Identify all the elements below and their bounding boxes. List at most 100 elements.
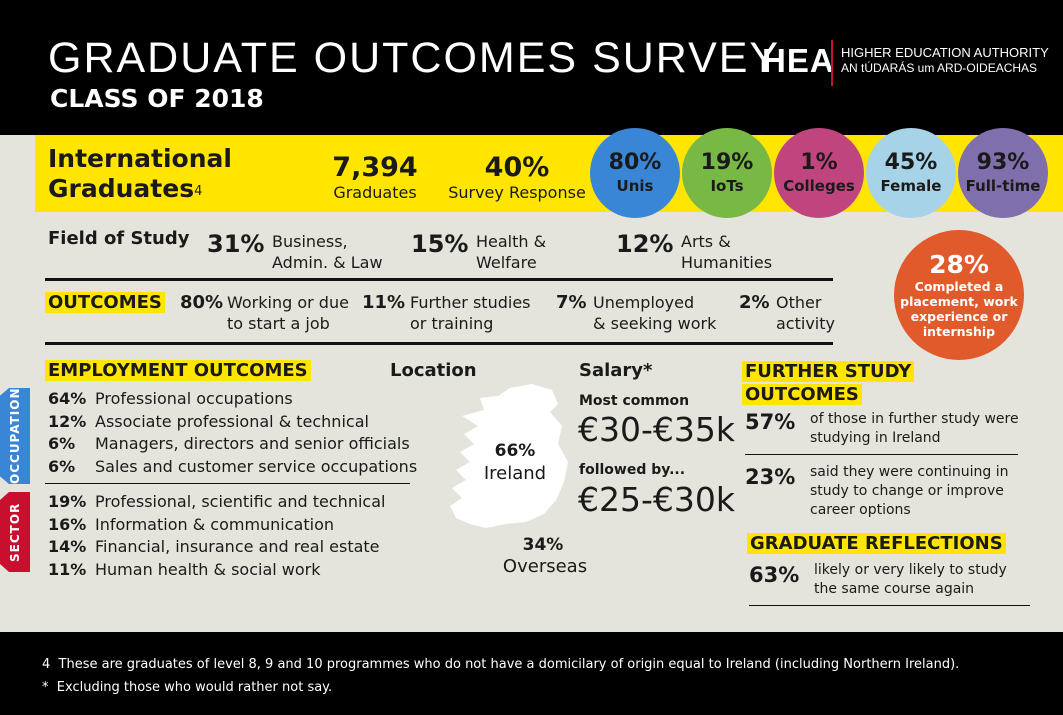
further-pct: 57% xyxy=(745,410,796,434)
response-value: 40% xyxy=(484,152,550,183)
intl-graduates-title: International Graduates4 xyxy=(48,144,268,209)
outcome-line: Further studies xyxy=(410,293,531,312)
occupation-row: 12% Associate professional & technical xyxy=(48,411,417,434)
row-pct: 16% xyxy=(48,514,87,534)
row-pct: 6% xyxy=(48,456,76,476)
location-heading: Location xyxy=(390,360,477,381)
overseas-label: Overseas xyxy=(502,556,588,577)
occupation-row: 6% Sales and customer service occupations xyxy=(48,456,417,479)
row-pct: 6% xyxy=(48,434,76,453)
row-pct: 11% xyxy=(48,559,87,579)
circle-colleges: 1% Colleges xyxy=(774,128,864,218)
further-study-heading: FURTHER STUDY OUTCOMES xyxy=(742,360,915,406)
placement-line: placement, work xyxy=(900,294,1018,309)
salary-followed-value: €25-€30k xyxy=(578,480,735,519)
sector-list: 19% Professional, scientific and technica… xyxy=(48,491,385,581)
divider xyxy=(45,483,410,484)
occupation-row: 6% Managers, directors and senior officia… xyxy=(48,433,417,456)
row-label: Sales and customer service occupations xyxy=(95,456,418,476)
fos-line: Business, xyxy=(272,232,348,251)
row-pct: 19% xyxy=(48,492,87,511)
footnote-text: These are graduates of level 8, 9 and 10… xyxy=(58,657,960,672)
circle-label: Full-time xyxy=(965,177,1041,195)
further-heading-line: FURTHER STUDY xyxy=(742,361,915,382)
fos-desc: Health & Welfare xyxy=(476,231,546,273)
sector-row: 16% Information & communication xyxy=(48,514,385,537)
footnote-text: Excluding those who would rather not say… xyxy=(56,680,333,695)
further-line: study to change or improve xyxy=(810,483,1004,499)
employment-heading-text: EMPLOYMENT OUTCOMES xyxy=(45,360,311,381)
outcomes-heading: OUTCOMES xyxy=(45,292,165,313)
further-line: said they were continuing in xyxy=(810,464,1009,480)
outcome-desc: Further studies or training xyxy=(410,292,531,334)
fos-desc: Business, Admin. & Law xyxy=(272,231,383,273)
ireland-map-icon xyxy=(450,384,568,528)
outcome-desc: Unemployed & seeking work xyxy=(593,292,716,334)
outcome-pct: 11% xyxy=(362,292,406,313)
row-label: Associate professional & technical xyxy=(95,411,369,431)
outcome-desc: Working or due to start a job xyxy=(227,292,349,334)
occupation-list: 64% Professional occupations 12% Associate… xyxy=(48,388,417,478)
row-label: Professional, scientific and technical xyxy=(95,492,386,511)
circle-label: Colleges xyxy=(783,177,855,195)
divider xyxy=(745,454,1018,455)
further-heading-line: OUTCOMES xyxy=(742,384,862,405)
circle-iots: 19% IoTs xyxy=(682,128,772,218)
footnote-4: 4 These are graduates of level 8, 9 and … xyxy=(42,657,959,672)
footnote-marker: 4 xyxy=(42,657,51,672)
ireland-pct: 66% xyxy=(494,441,536,461)
row-pct: 64% xyxy=(48,389,87,408)
circle-label: Unis xyxy=(616,177,654,195)
salary-followed-label: followed by... xyxy=(579,462,686,478)
outcome-pct: 7% xyxy=(556,292,587,313)
row-label: Information & communication xyxy=(95,514,334,534)
ireland-shape xyxy=(450,384,568,528)
fos-line: Humanities xyxy=(681,253,773,272)
outcomes-heading-text: OUTCOMES xyxy=(45,292,165,313)
logo-divider xyxy=(831,40,833,86)
reflections-line: the same course again xyxy=(814,581,975,597)
circle-label: Female xyxy=(880,177,942,195)
further-desc: said they were continuing in study to ch… xyxy=(810,463,1009,520)
outcome-line: Unemployed xyxy=(593,293,695,312)
footnote-ref: 4 xyxy=(194,184,203,199)
occupation-row: 64% Professional occupations xyxy=(48,388,417,411)
hea-logo: HEA xyxy=(762,42,835,79)
sector-row: 14% Financial, insurance and real estate xyxy=(48,536,385,559)
further-pct: 23% xyxy=(745,465,796,489)
reflections-heading: GRADUATE REFLECTIONS xyxy=(747,533,1006,554)
footnote-star: * Excluding those who would rather not s… xyxy=(42,680,332,695)
fos-pct: 12% xyxy=(616,230,674,258)
outcome-pct: 80% xyxy=(180,292,224,313)
sector-tag: SECTOR xyxy=(0,492,30,572)
graduates-value: 7,394 xyxy=(332,152,418,183)
response-stat: 40% Survey Response xyxy=(446,152,588,202)
org-name: HIGHER EDUCATION AUTHORITY xyxy=(841,45,1049,60)
fos-pct: 15% xyxy=(411,230,469,258)
overseas-pct: 34% xyxy=(522,535,564,555)
field-of-study-heading: Field of Study xyxy=(48,228,190,249)
row-label: Managers, directors and senior officials xyxy=(95,434,410,453)
reflections-desc: likely or very likely to study the same … xyxy=(814,561,1007,599)
divider xyxy=(45,342,833,345)
row-label: Financial, insurance and real estate xyxy=(95,537,380,556)
outcome-line: to start a job xyxy=(227,314,330,333)
sector-row: 11% Human health & social work xyxy=(48,559,385,582)
reflections-pct: 63% xyxy=(749,563,800,587)
outcome-line: activity xyxy=(776,314,835,333)
row-label: Human health & social work xyxy=(95,559,321,579)
circle-full-time: 93% Full-time xyxy=(958,128,1048,218)
circle-pct: 19% xyxy=(700,150,754,175)
footnote-marker: * xyxy=(42,680,49,695)
circle-female: 45% Female xyxy=(866,128,956,218)
placement-circle: 28% Completed a placement, work experien… xyxy=(894,230,1024,360)
placement-line: experience or xyxy=(910,309,1008,324)
placement-pct: 28% xyxy=(929,250,989,279)
outcome-desc: Other activity xyxy=(776,292,835,334)
placement-line: internship xyxy=(922,324,996,339)
fos-pct: 31% xyxy=(207,230,265,258)
occupation-tag: OCCUPATION xyxy=(0,388,30,484)
circle-pct: 80% xyxy=(608,150,662,175)
circle-unis: 80% Unis xyxy=(590,128,680,218)
graduates-stat: 7,394 Graduates xyxy=(330,152,420,202)
